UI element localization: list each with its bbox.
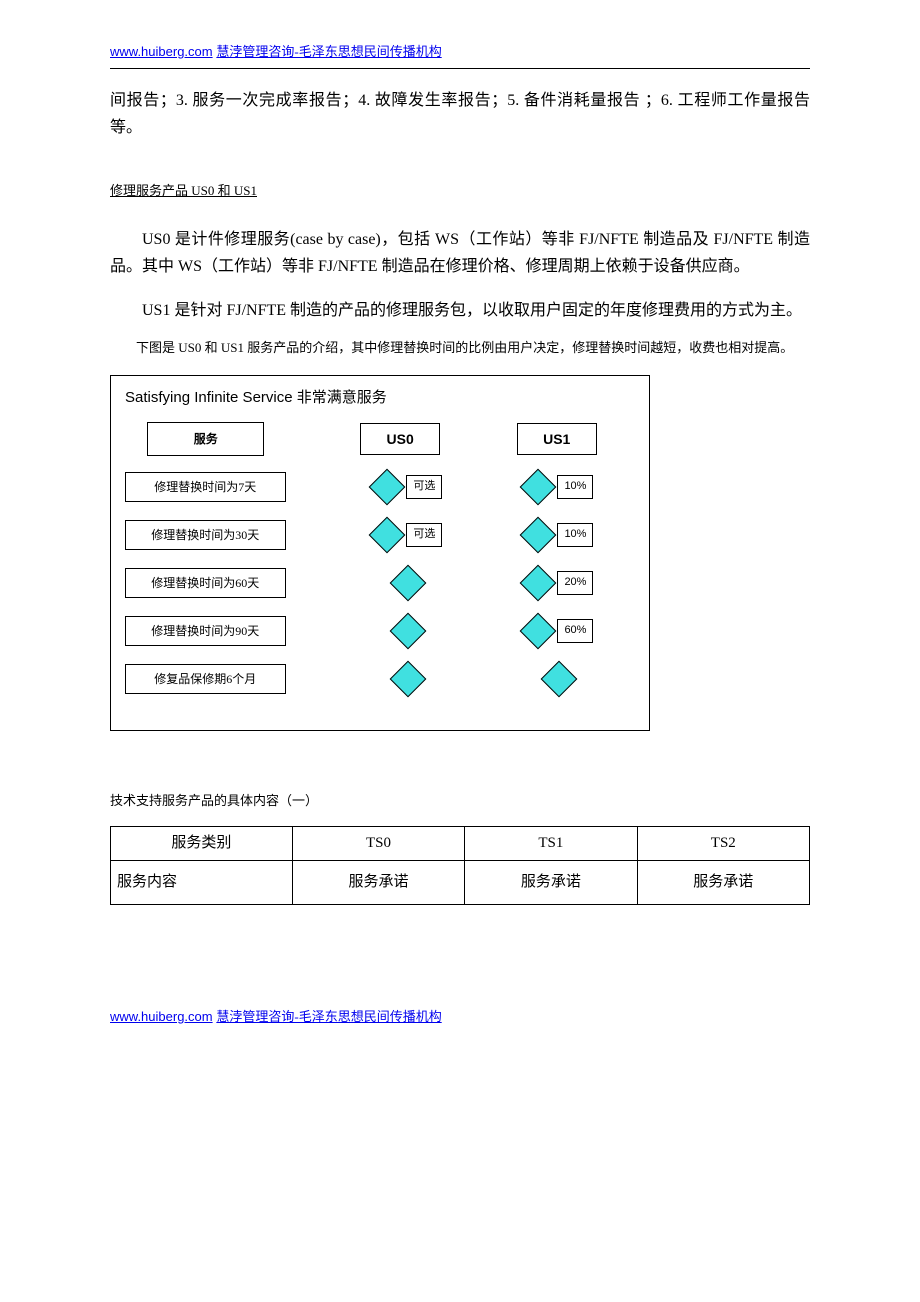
percent-tag: 10% xyxy=(557,475,593,499)
td-ts1: 服务承诺 xyxy=(465,860,637,904)
diamond-icon xyxy=(541,661,578,698)
diagram-header-row: 服务 US0 US1 xyxy=(125,420,635,458)
header-rule xyxy=(110,68,810,69)
diagram-col2-header: US1 xyxy=(478,423,635,455)
diagram-note: 下图是 US0 和 US1 服务产品的介绍，其中修理替换时间的比例由用户决定，修… xyxy=(110,336,810,359)
diagram-cell-us1: 10% xyxy=(484,474,635,500)
diagram-row: 修理替换时间为7天 可选 10% xyxy=(125,468,635,506)
th-category: 服务类别 xyxy=(111,826,293,860)
diagram-cell-us1: 60% xyxy=(484,618,635,644)
page-header: www.huiberg.com 慧浡管理咨询-毛泽东思想民间传播机构 xyxy=(110,40,810,64)
diamond-icon xyxy=(390,565,427,602)
diagram-row: 修理替换时间为90天 60% xyxy=(125,612,635,650)
diagram-cell-us0 xyxy=(333,570,484,596)
diagram-cell-us0: 可选 xyxy=(333,522,484,548)
table-row: 服务内容 服务承诺 服务承诺 服务承诺 xyxy=(111,860,810,904)
diamond-icon xyxy=(520,517,557,554)
diamond-icon xyxy=(390,613,427,650)
table-row: 服务类别 TS0 TS1 TS2 xyxy=(111,826,810,860)
th-ts1: TS1 xyxy=(465,826,637,860)
diagram-row-label: 修复品保修期6个月 xyxy=(125,664,286,694)
td-content-label: 服务内容 xyxy=(111,860,293,904)
diagram-row-label: 修理替换时间为60天 xyxy=(125,568,286,598)
diagram-row-label: 修理替换时间为30天 xyxy=(125,520,286,550)
td-ts2: 服务承诺 xyxy=(637,860,809,904)
diamond-icon xyxy=(520,469,557,506)
section-subtitle: 修理服务产品 US0 和 US1 xyxy=(110,181,810,202)
optional-tag: 可选 xyxy=(406,523,442,547)
page-footer: www.huiberg.com 慧浡管理咨询-毛泽东思想民间传播机构 xyxy=(110,1005,810,1029)
diagram-cell-us1: 10% xyxy=(484,522,635,548)
diagram-row: 修复品保修期6个月 xyxy=(125,660,635,698)
diagram-cell-us0: 可选 xyxy=(333,474,484,500)
percent-tag: 60% xyxy=(557,619,593,643)
diagram-row: 修理替换时间为60天 20% xyxy=(125,564,635,602)
diagram-title: Satisfying Infinite Service 非常满意服务 xyxy=(125,386,635,410)
percent-tag: 20% xyxy=(557,571,593,595)
diagram-head-us0: US0 xyxy=(360,423,440,455)
footer-org: 慧浡管理咨询-毛泽东思想民间传播机构 xyxy=(216,1009,441,1024)
th-ts0: TS0 xyxy=(292,826,464,860)
diagram-row-label: 修理替换时间为7天 xyxy=(125,472,286,502)
service-diagram: Satisfying Infinite Service 非常满意服务 服务 US… xyxy=(110,375,650,731)
diagram-row: 修理替换时间为30天 可选 10% xyxy=(125,516,635,554)
service-table: 服务类别 TS0 TS1 TS2 服务内容 服务承诺 服务承诺 服务承诺 xyxy=(110,826,810,905)
diamond-icon xyxy=(369,517,406,554)
footer-url[interactable]: www.huiberg.com xyxy=(110,1009,213,1024)
diamond-icon xyxy=(390,661,427,698)
diagram-head-service: 服务 xyxy=(147,422,264,456)
diamond-icon xyxy=(520,613,557,650)
diagram-cell-us0 xyxy=(333,618,484,644)
diagram-head-us1: US1 xyxy=(517,423,597,455)
paragraph-continuation: 间报告；3. 服务一次完成率报告；4. 故障发生率报告；5. 备件消耗量报告 ；… xyxy=(110,87,810,141)
header-org: 慧浡管理咨询-毛泽东思想民间传播机构 xyxy=(216,44,441,59)
optional-tag: 可选 xyxy=(406,475,442,499)
paragraph-us1: US1 是针对 FJ/NFTE 制造的产品的修理服务包，以收取用户固定的年度修理… xyxy=(110,297,810,324)
diagram-cell-us1 xyxy=(484,666,635,692)
paragraph-us0: US0 是计件修理服务(case by case)，包括 WS（工作站）等非 F… xyxy=(110,226,810,280)
percent-tag: 10% xyxy=(557,523,593,547)
th-ts2: TS2 xyxy=(637,826,809,860)
diamond-icon xyxy=(369,469,406,506)
td-ts0: 服务承诺 xyxy=(292,860,464,904)
diagram-cell-us1: 20% xyxy=(484,570,635,596)
diamond-icon xyxy=(520,565,557,602)
header-url[interactable]: www.huiberg.com xyxy=(110,44,213,59)
diagram-rows: 修理替换时间为7天可选10%修理替换时间为30天可选10%修理替换时间为60天2… xyxy=(125,468,635,698)
table-caption: 技术支持服务产品的具体内容（一） xyxy=(110,791,810,812)
diagram-cell-us0 xyxy=(333,666,484,692)
diagram-row-label: 修理替换时间为90天 xyxy=(125,616,286,646)
diagram-col1-header: US0 xyxy=(322,423,479,455)
